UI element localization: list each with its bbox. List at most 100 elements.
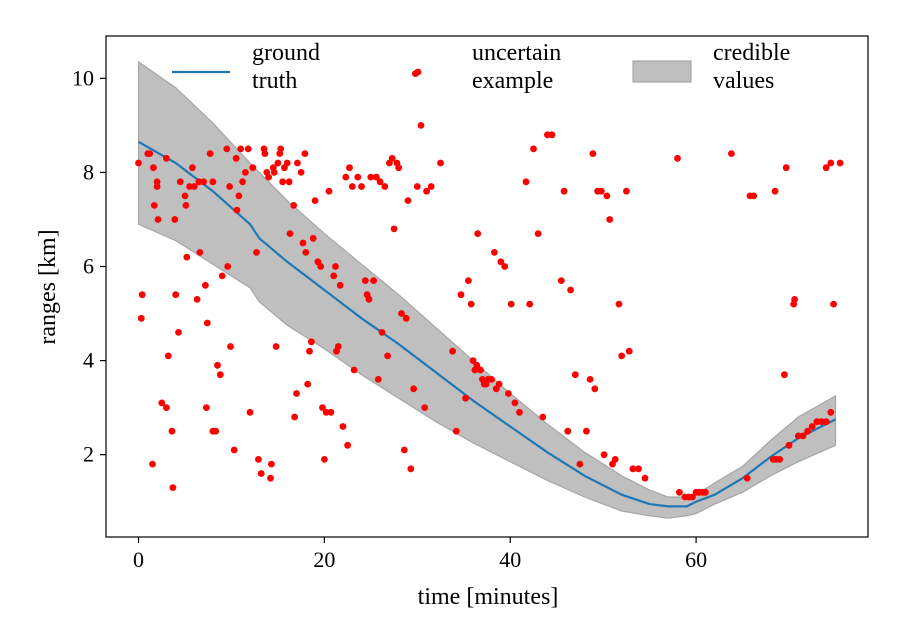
uncertain-example-point	[827, 159, 835, 167]
uncertain-example-point	[586, 376, 594, 383]
plot-frame	[105, 35, 869, 538]
uncertain-example-point	[539, 413, 547, 421]
uncertain-example-point	[346, 164, 353, 172]
uncertain-example-point	[237, 145, 245, 153]
uncertain-example-point	[322, 408, 330, 416]
uncertain-example-point	[348, 183, 356, 190]
uncertain-example-point	[249, 164, 257, 172]
legend-ground-truth-label: ground truth	[252, 40, 320, 94]
uncertain-example-point	[163, 154, 170, 162]
uncertain-example-point	[822, 164, 830, 172]
uncertain-example-point	[629, 465, 637, 473]
uncertain-example-point	[299, 239, 307, 247]
uncertain-example-point	[410, 385, 417, 393]
uncertain-example-point	[301, 150, 309, 158]
uncertain-example-point	[776, 456, 784, 463]
uncertain-example-point	[452, 427, 460, 435]
uncertain-example-point	[268, 460, 275, 468]
uncertain-example-point	[154, 216, 162, 223]
uncertain-example-point	[150, 202, 158, 209]
uncertain-example-point	[781, 371, 788, 379]
uncertain-example-point	[171, 216, 179, 223]
uncertain-example-point	[285, 178, 293, 186]
uncertain-example-point	[388, 154, 396, 162]
uncertain-example-point	[818, 418, 825, 426]
uncertain-example-point	[196, 249, 204, 256]
uncertain-example-points	[135, 70, 844, 501]
uncertain-example-point	[381, 183, 389, 190]
uncertain-example-point	[332, 263, 339, 270]
x-tick-label: 40	[499, 547, 521, 572]
x-axis-label: time [minutes]	[418, 584, 559, 610]
uncertain-example-point	[336, 281, 344, 289]
uncertain-example-point	[317, 263, 325, 270]
uncertain-example-point	[277, 145, 285, 153]
uncertain-example-point	[522, 178, 530, 186]
uncertain-example-point	[600, 451, 608, 459]
uncertain-example-point	[242, 169, 249, 176]
uncertain-example-point	[400, 446, 408, 454]
uncertain-example-point	[163, 404, 170, 411]
uncertain-example-point	[495, 380, 503, 388]
uncertain-example-point	[138, 291, 146, 299]
uncertain-example-point	[135, 159, 142, 167]
uncertain-example-point	[354, 173, 362, 181]
uncertain-example-point	[350, 366, 358, 374]
uncertain-example-point	[361, 277, 369, 284]
uncertain-example-point	[257, 470, 265, 477]
uncertain-example-point	[589, 150, 597, 158]
uncertain-example-point	[457, 291, 465, 299]
uncertain-example-point	[591, 385, 599, 393]
uncertain-example-point	[474, 230, 482, 238]
uncertain-example-point	[597, 187, 605, 195]
uncertain-example-point	[209, 178, 217, 186]
uncertain-example-point	[246, 408, 254, 416]
uncertain-example-point	[785, 441, 793, 449]
uncertain-example-point	[172, 291, 180, 299]
ground-truth-line-group	[137, 140, 836, 508]
uncertain-example-point	[782, 164, 790, 172]
uncertain-example-point	[623, 187, 630, 195]
uncertain-example-point	[137, 314, 145, 322]
uncertain-example-point	[146, 150, 154, 158]
legend-credible-values-swatch	[632, 60, 692, 83]
uncertain-example-point	[606, 216, 614, 223]
uncertain-example-point	[750, 192, 758, 200]
uncertain-example-point	[378, 329, 386, 336]
credible-band-area	[137, 60, 837, 519]
uncertain-example-point	[511, 399, 519, 407]
legend-uncertain-example-label: uncertain example	[472, 40, 561, 94]
uncertain-example-point	[190, 183, 198, 190]
uncertain-example-point	[571, 371, 579, 379]
uncertain-example-point	[465, 277, 472, 284]
uncertain-example-point	[618, 352, 626, 360]
uncertain-example-point	[615, 300, 623, 308]
ground-truth-line	[137, 140, 836, 508]
uncertain-example-point	[311, 197, 319, 205]
x-tick-label: 0	[133, 547, 144, 572]
uncertain-example-point	[407, 465, 415, 473]
uncertain-example-point	[530, 145, 537, 153]
uncertain-example-point	[309, 234, 317, 242]
uncertain-example-point	[168, 427, 176, 435]
uncertain-example-point	[306, 347, 313, 355]
x-tick-label: 20	[313, 547, 335, 572]
uncertain-example-point	[830, 300, 837, 308]
uncertain-example-point	[516, 408, 523, 416]
uncertain-example-point	[176, 178, 184, 186]
uncertain-example-point	[449, 347, 456, 355]
uncertain-example-point	[227, 343, 234, 350]
uncertain-example-point	[175, 329, 182, 336]
uncertain-example-point	[373, 173, 380, 181]
uncertain-example-point	[253, 249, 260, 256]
uncertain-example-point	[526, 300, 534, 308]
uncertain-example-point	[214, 361, 221, 369]
uncertain-example-point	[206, 150, 214, 158]
uncertain-example-point	[182, 202, 190, 209]
uncertain-example-point	[169, 484, 177, 491]
uncertain-example-point	[342, 173, 350, 181]
uncertain-example-point	[501, 263, 509, 270]
uncertain-example-point	[186, 183, 194, 190]
uncertain-example-point	[226, 183, 234, 190]
